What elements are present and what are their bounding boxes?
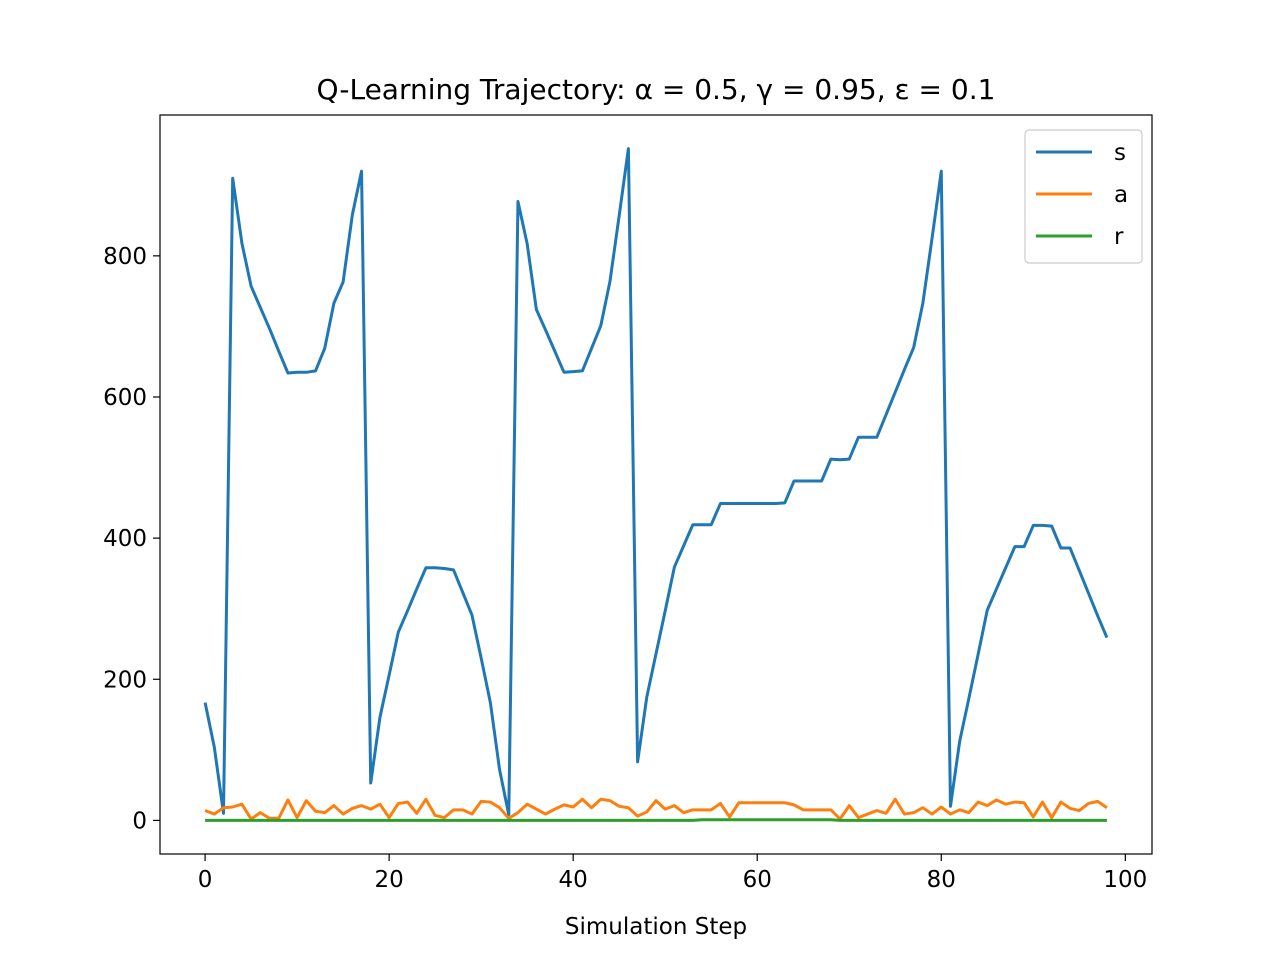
- legend-label: s: [1114, 140, 1126, 166]
- series-line: [203, 147, 1109, 817]
- legend-label: r: [1114, 224, 1124, 250]
- chart-title: Q-Learning Trajectory: α = 0.5, γ = 0.95…: [317, 73, 996, 106]
- legend-label: a: [1114, 182, 1128, 208]
- series-line: [204, 797, 1108, 821]
- x-tick-label: 60: [743, 867, 772, 893]
- plot-frame: [159, 114, 1153, 855]
- x-tick-label: 40: [559, 867, 588, 893]
- x-tick-label: 80: [927, 867, 956, 893]
- y-tick-label: 600: [103, 385, 147, 411]
- y-tick-label: 0: [132, 808, 147, 834]
- x-tick-label: 20: [374, 867, 403, 893]
- y-tick-label: 800: [103, 244, 147, 270]
- x-axis-label: Simulation Step: [565, 914, 747, 940]
- legend-box: [1024, 129, 1143, 264]
- x-tick-label: 0: [198, 867, 213, 893]
- x-tick-label: 100: [1103, 867, 1147, 893]
- series-line: [205, 818, 1107, 822]
- y-tick-label: 200: [103, 667, 147, 693]
- y-tick-label: 400: [103, 526, 147, 552]
